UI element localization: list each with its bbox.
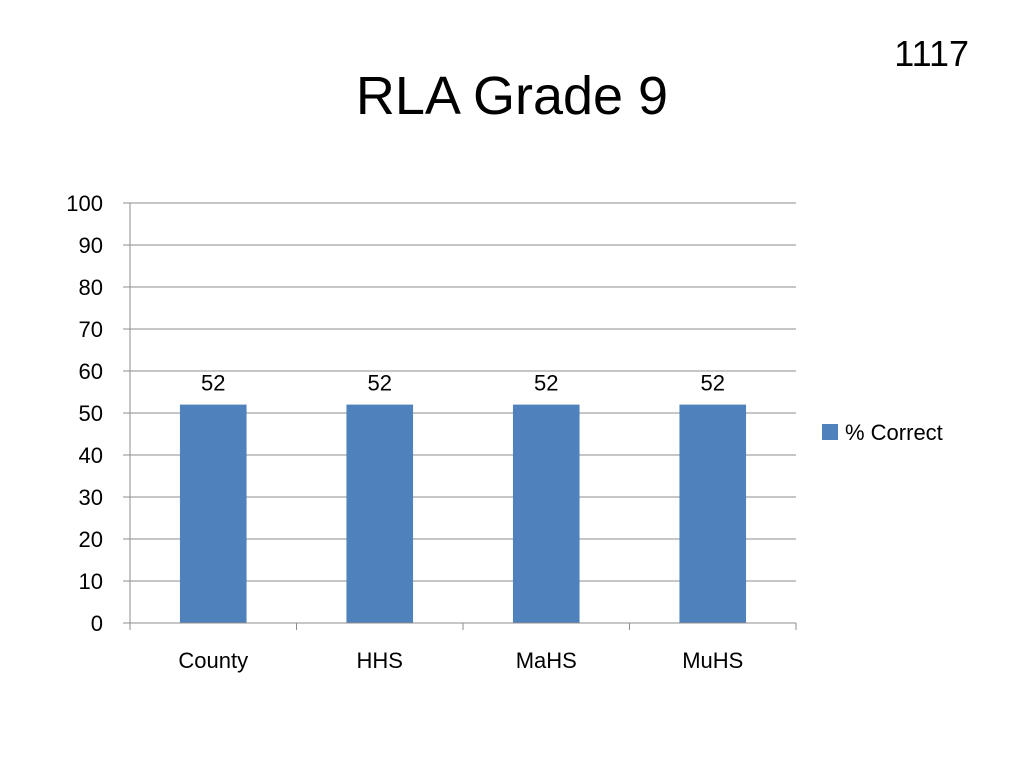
- x-category-label: MaHS: [516, 648, 577, 673]
- data-label: 52: [534, 371, 558, 396]
- bar-county: [179, 404, 247, 623]
- data-label: 52: [201, 371, 225, 396]
- bar-mahs: [512, 404, 580, 623]
- y-tick-label: 70: [79, 317, 103, 342]
- bar-muhs: [679, 404, 747, 623]
- y-tick-label: 100: [66, 191, 103, 216]
- y-tick-label: 60: [79, 359, 103, 384]
- y-tick-label: 10: [79, 569, 103, 594]
- legend-label: % Correct: [845, 420, 943, 445]
- y-tick-label: 20: [79, 527, 103, 552]
- bars: [179, 404, 747, 623]
- data-label: 52: [701, 371, 725, 396]
- y-tick-label: 40: [79, 443, 103, 468]
- legend: % Correct: [822, 420, 943, 445]
- x-category-label: MuHS: [682, 648, 743, 673]
- y-tick-label: 80: [79, 275, 103, 300]
- labels: 0 10 20 30 40 50 60 70 80 90 100 52 County 52 HHS 52 MaH…: [66, 191, 743, 673]
- y-tick-label: 90: [79, 233, 103, 258]
- x-category-label: HHS: [357, 648, 403, 673]
- data-label: 52: [368, 371, 392, 396]
- y-tick-label: 50: [79, 401, 103, 426]
- y-tick-label: 30: [79, 485, 103, 510]
- chart-title: RLA Grade 9: [355, 66, 669, 126]
- slide-number: 1117: [894, 33, 969, 74]
- x-category-label: County: [178, 648, 248, 673]
- y-tick-label: 0: [91, 611, 103, 636]
- axes: [123, 202, 797, 630]
- bar-hhs: [346, 404, 414, 623]
- legend-swatch: [822, 424, 838, 440]
